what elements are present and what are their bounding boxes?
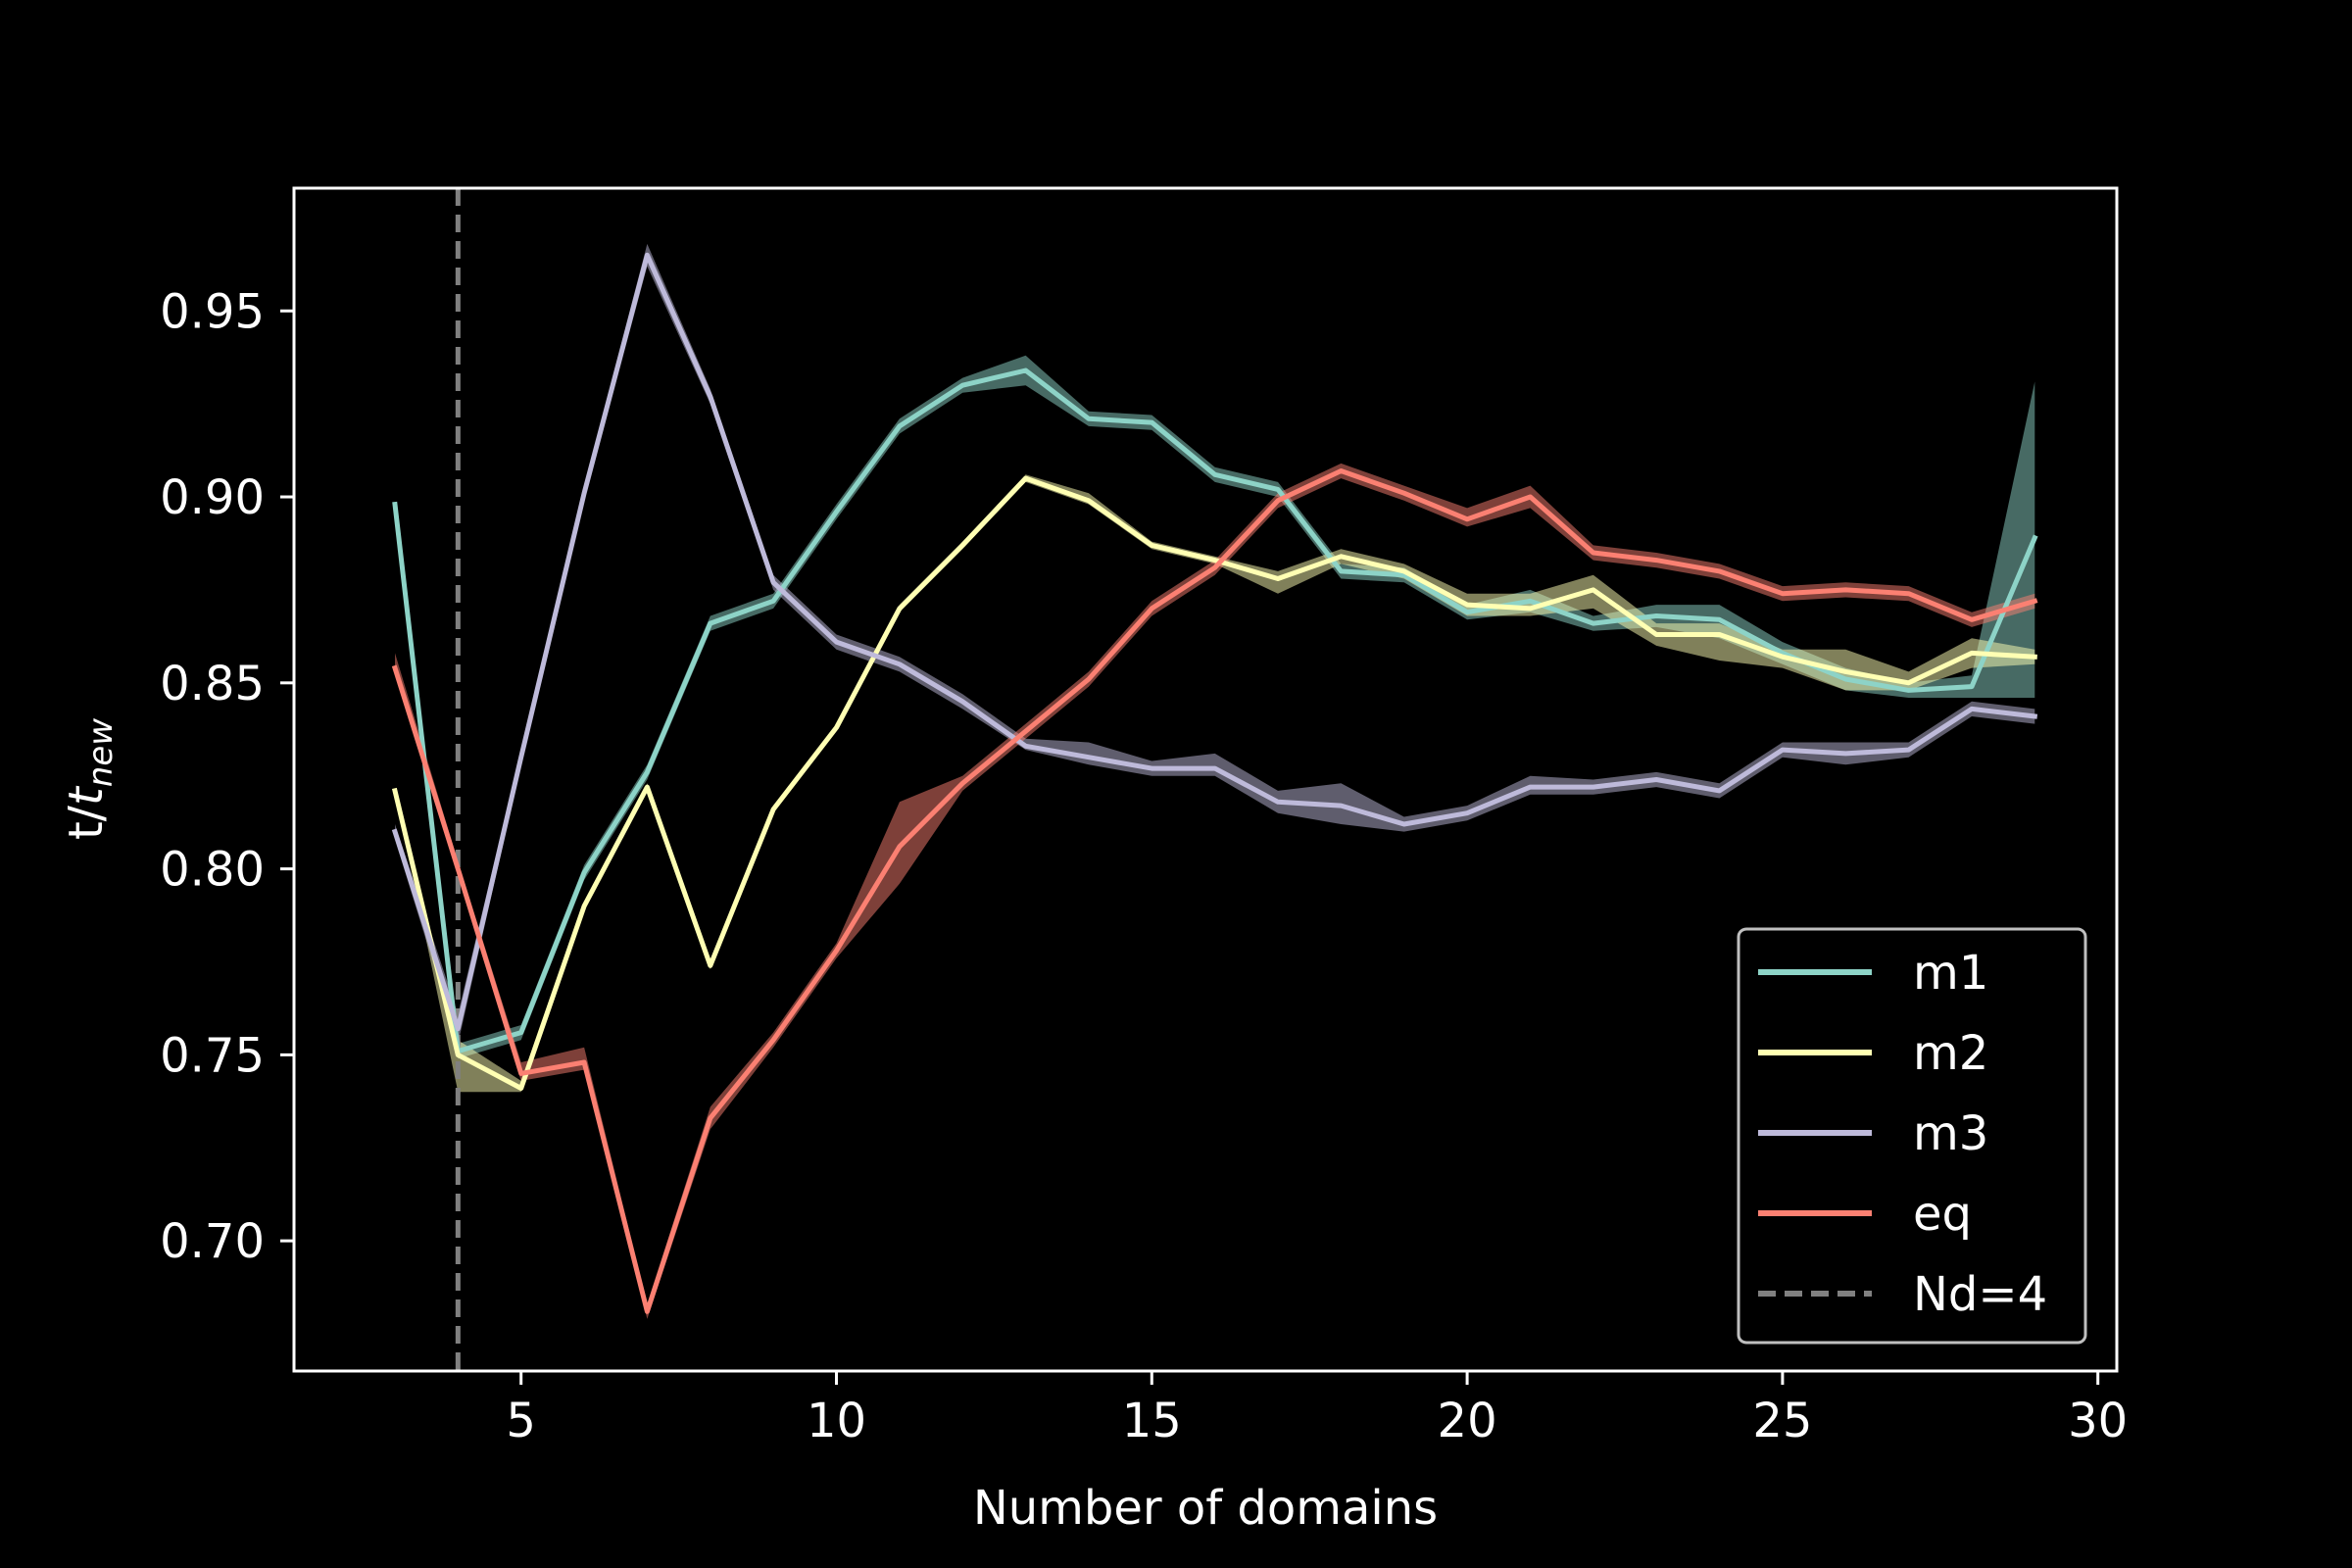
y-tick-label: 0.95 xyxy=(160,284,265,339)
legend-label-nd-4: Nd=4 xyxy=(1913,1267,2047,1322)
legend-label-m3: m3 xyxy=(1913,1106,1988,1161)
y-axis-label: t/tnew xyxy=(59,718,121,840)
y-axis-ticks: 0.70 0.75 0.80 0.85 0.90 0.95 xyxy=(160,284,294,1269)
series-lines xyxy=(391,252,2038,1314)
legend-label-m2: m2 xyxy=(1913,1026,1988,1081)
y-axis-label-base: t/ xyxy=(59,805,114,840)
plot-frame xyxy=(292,186,2119,1373)
y-axis-label-subscript: new xyxy=(81,718,121,787)
x-tick-label: 25 xyxy=(1752,1394,1812,1448)
x-tick-label: 30 xyxy=(2068,1394,2128,1448)
y-tick-label: 0.80 xyxy=(160,843,265,898)
legend: m1 m2 m3 eq Nd=4 xyxy=(1737,927,2087,1345)
y-tick-label: 0.75 xyxy=(160,1028,265,1083)
legend-label-eq: eq xyxy=(1913,1187,1972,1242)
line-m2 xyxy=(391,475,2037,1091)
line-m1 xyxy=(392,368,2038,1054)
legend-box xyxy=(1737,927,2087,1345)
y-axis-label-t: t xyxy=(59,785,114,806)
x-tick-label: 10 xyxy=(807,1394,866,1448)
x-tick-label: 5 xyxy=(506,1394,536,1448)
x-tick-label: 15 xyxy=(1122,1394,1182,1448)
y-tick-label: 0.90 xyxy=(160,470,265,525)
line-m3 xyxy=(391,252,2038,1032)
x-axis-label: Number of domains xyxy=(973,1481,1438,1536)
y-tick-label: 0.85 xyxy=(160,657,265,711)
legend-label-m1: m1 xyxy=(1913,946,1988,1001)
y-tick-label: 0.70 xyxy=(160,1214,265,1269)
x-axis-ticks: 5 10 15 20 25 30 xyxy=(506,1371,2128,1448)
line-eq xyxy=(391,468,2038,1314)
x-tick-label: 20 xyxy=(1438,1394,1497,1448)
